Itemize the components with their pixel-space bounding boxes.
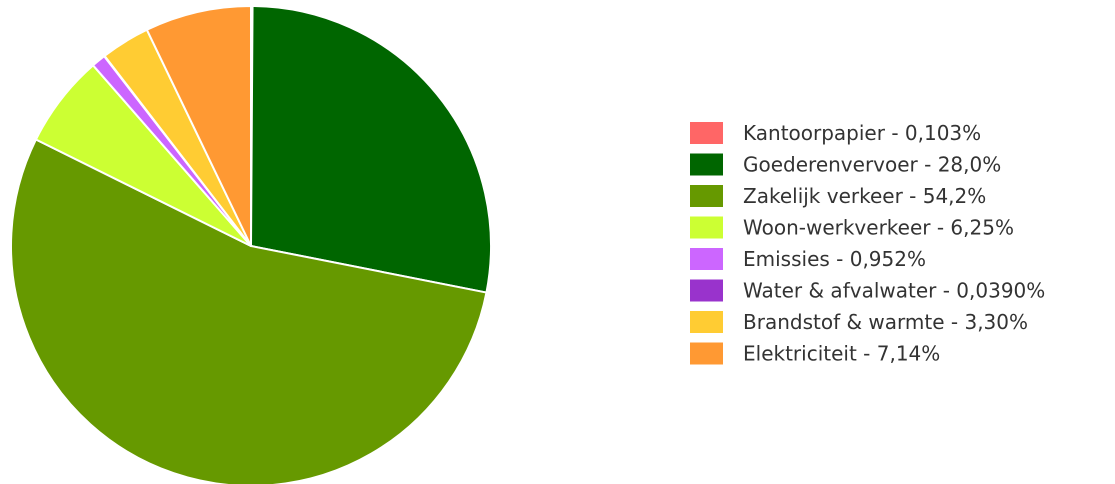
- legend-swatch: [690, 216, 723, 239]
- legend-item-zakelijk-verkeer: Zakelijk verkeer - 54,2%: [690, 184, 986, 208]
- pie-slice-zakelijk-verkeer: [10, 138, 488, 484]
- legend-swatch: [690, 122, 723, 144]
- legend-label: Brandstof & warmte - 3,30%: [743, 310, 1028, 334]
- legend-label: Elektriciteit - 7,14%: [743, 342, 940, 366]
- legend-label: Zakelijk verkeer - 54,2%: [743, 184, 986, 208]
- legend-item-kantoorpapier: Kantoorpapier - 0,103%: [690, 121, 981, 145]
- pie-slice-elektriciteit: [145, 5, 252, 247]
- legend-label: Water & afvalwater - 0,0390%: [743, 279, 1045, 303]
- legend: Kantoorpapier - 0,103% Goederenvervoer - …: [690, 121, 1045, 366]
- legend-swatch: [690, 342, 723, 365]
- legend-swatch: [690, 311, 723, 333]
- legend-item-woon-werkverkeer: Woon-werkverkeer - 6,25%: [690, 216, 1014, 240]
- legend-item-brandstof-warmte: Brandstof & warmte - 3,30%: [690, 310, 1028, 334]
- legend-label: Kantoorpapier - 0,103%: [743, 121, 981, 145]
- legend-item-goederenvervoer: Goederenvervoer - 28,0%: [690, 153, 1001, 177]
- legend-swatch: [690, 185, 723, 207]
- legend-label: Goederenvervoer - 28,0%: [743, 153, 1001, 177]
- pie-slices: [10, 5, 492, 484]
- pie-slice-goederenvervoer: [250, 5, 492, 294]
- legend-swatch: [690, 153, 723, 176]
- legend-item-water-afvalwater: Water & afvalwater - 0,0390%: [690, 279, 1045, 303]
- legend-label: Woon-werkverkeer - 6,25%: [743, 216, 1014, 240]
- legend-item-elektriciteit: Elektriciteit - 7,14%: [690, 342, 940, 366]
- legend-label: Emissies - 0,952%: [743, 247, 926, 271]
- legend-item-emissies: Emissies - 0,952%: [690, 247, 926, 271]
- legend-swatch: [690, 279, 723, 302]
- legend-swatch: [690, 248, 723, 270]
